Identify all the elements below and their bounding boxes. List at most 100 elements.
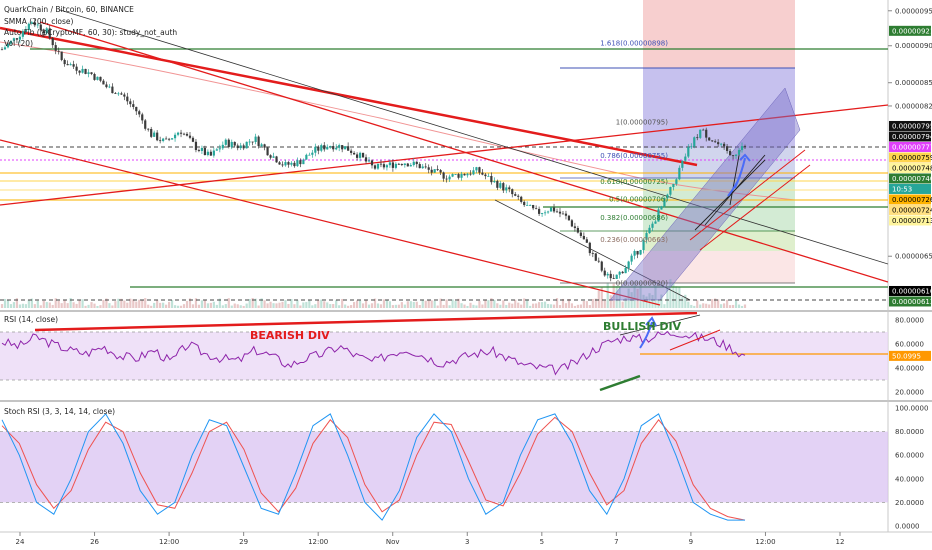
candle-body[interactable] bbox=[618, 271, 621, 275]
candle-body[interactable] bbox=[123, 94, 126, 97]
candle-body[interactable] bbox=[108, 86, 111, 88]
candle-body[interactable] bbox=[194, 141, 198, 151]
candle-body[interactable] bbox=[263, 144, 266, 148]
candle-body[interactable] bbox=[203, 147, 207, 156]
candle-body[interactable] bbox=[317, 146, 320, 151]
candle-body[interactable] bbox=[558, 211, 562, 214]
price-tag[interactable] bbox=[889, 131, 931, 142]
candle-body[interactable] bbox=[621, 271, 624, 274]
candle-body[interactable] bbox=[478, 167, 481, 173]
candle-body[interactable] bbox=[0, 49, 4, 51]
candle-body[interactable] bbox=[224, 139, 227, 145]
candle-body[interactable] bbox=[445, 178, 448, 180]
candle-body[interactable] bbox=[361, 152, 365, 158]
candle-body[interactable] bbox=[200, 147, 204, 151]
candle-body[interactable] bbox=[546, 211, 550, 213]
candle-body[interactable] bbox=[705, 129, 708, 138]
candle-body[interactable] bbox=[391, 162, 394, 168]
candle-body[interactable] bbox=[633, 251, 636, 256]
candle-body[interactable] bbox=[699, 129, 702, 138]
candle-body[interactable] bbox=[212, 150, 215, 156]
candle-body[interactable] bbox=[54, 45, 57, 51]
candle-body[interactable] bbox=[573, 226, 577, 228]
candle-body[interactable] bbox=[188, 135, 192, 138]
candle-body[interactable] bbox=[344, 146, 347, 150]
candle-body[interactable] bbox=[645, 233, 648, 240]
candle-body[interactable] bbox=[326, 146, 329, 150]
candle-body[interactable] bbox=[711, 140, 714, 142]
channel-line-black[interactable] bbox=[729, 149, 741, 206]
indicator-label-volume[interactable]: Vol (20) bbox=[4, 39, 33, 48]
candle-body[interactable] bbox=[708, 137, 711, 141]
candle-body[interactable] bbox=[603, 270, 606, 276]
candle-body[interactable] bbox=[182, 133, 186, 135]
candle-body[interactable] bbox=[236, 145, 239, 149]
candle-body[interactable] bbox=[594, 253, 597, 261]
candle-body[interactable] bbox=[469, 173, 472, 175]
candle-body[interactable] bbox=[296, 160, 299, 167]
candle-body[interactable] bbox=[731, 155, 735, 157]
trendline-black[interactable] bbox=[494, 199, 691, 301]
trendline-red[interactable] bbox=[39, 21, 888, 283]
candle-body[interactable] bbox=[12, 38, 16, 41]
candle-body[interactable] bbox=[433, 169, 436, 173]
candle-body[interactable] bbox=[588, 242, 591, 254]
candle-body[interactable] bbox=[511, 189, 514, 195]
candle-body[interactable] bbox=[308, 154, 311, 156]
candle-body[interactable] bbox=[538, 208, 541, 214]
candle-body[interactable] bbox=[693, 137, 696, 147]
candle-body[interactable] bbox=[696, 137, 699, 139]
candle-body[interactable] bbox=[412, 161, 415, 166]
candle-body[interactable] bbox=[290, 162, 293, 165]
candle-body[interactable] bbox=[320, 145, 323, 151]
candle-body[interactable] bbox=[540, 213, 544, 214]
candle-body[interactable] bbox=[141, 114, 144, 121]
candle-body[interactable] bbox=[409, 165, 412, 167]
candle-body[interactable] bbox=[69, 64, 72, 66]
candle-body[interactable] bbox=[669, 187, 672, 195]
candle-body[interactable] bbox=[624, 267, 627, 274]
candle-body[interactable] bbox=[740, 146, 744, 151]
indicator-label-smma[interactable]: SMMA (200, close) bbox=[4, 17, 74, 26]
price-tag[interactable] bbox=[889, 152, 931, 163]
candle-body[interactable] bbox=[81, 68, 84, 73]
rsi-value-tag[interactable] bbox=[889, 350, 931, 361]
candle-body[interactable] bbox=[75, 66, 78, 71]
candle-body[interactable] bbox=[21, 31, 24, 37]
candle-body[interactable] bbox=[176, 132, 180, 135]
candle-body[interactable] bbox=[191, 137, 195, 142]
candle-body[interactable] bbox=[275, 156, 278, 163]
candle-body[interactable] bbox=[138, 111, 141, 115]
candle-body[interactable] bbox=[505, 187, 508, 191]
candle-body[interactable] bbox=[132, 104, 135, 107]
candle-body[interactable] bbox=[185, 133, 189, 136]
candle-body[interactable] bbox=[48, 28, 51, 39]
candle-body[interactable] bbox=[529, 205, 532, 206]
candle-body[interactable] bbox=[272, 156, 275, 158]
candle-body[interactable] bbox=[609, 273, 612, 279]
rsi-trendline-black[interactable] bbox=[619, 314, 701, 336]
candle-body[interactable] bbox=[520, 196, 523, 202]
candle-body[interactable] bbox=[561, 213, 565, 215]
candle-body[interactable] bbox=[147, 128, 150, 130]
candle-body[interactable] bbox=[630, 255, 633, 262]
candle-body[interactable] bbox=[102, 80, 105, 85]
candle-body[interactable] bbox=[341, 145, 344, 150]
price-tag[interactable] bbox=[889, 285, 931, 296]
candle-body[interactable] bbox=[135, 106, 138, 112]
candle-body[interactable] bbox=[535, 208, 538, 210]
candle-body[interactable] bbox=[585, 239, 588, 243]
candle-body[interactable] bbox=[642, 239, 645, 250]
candle-body[interactable] bbox=[179, 132, 183, 134]
candle-body[interactable] bbox=[278, 162, 281, 165]
candle-body[interactable] bbox=[114, 93, 117, 94]
candle-body[interactable] bbox=[364, 157, 368, 162]
candle-body[interactable] bbox=[415, 161, 418, 165]
candle-body[interactable] bbox=[728, 150, 732, 156]
candle-body[interactable] bbox=[311, 152, 314, 155]
candle-body[interactable] bbox=[657, 209, 660, 222]
candle-body[interactable] bbox=[338, 145, 341, 148]
candle-body[interactable] bbox=[382, 164, 386, 168]
candle-body[interactable] bbox=[266, 147, 269, 156]
candle-body[interactable] bbox=[260, 144, 263, 147]
